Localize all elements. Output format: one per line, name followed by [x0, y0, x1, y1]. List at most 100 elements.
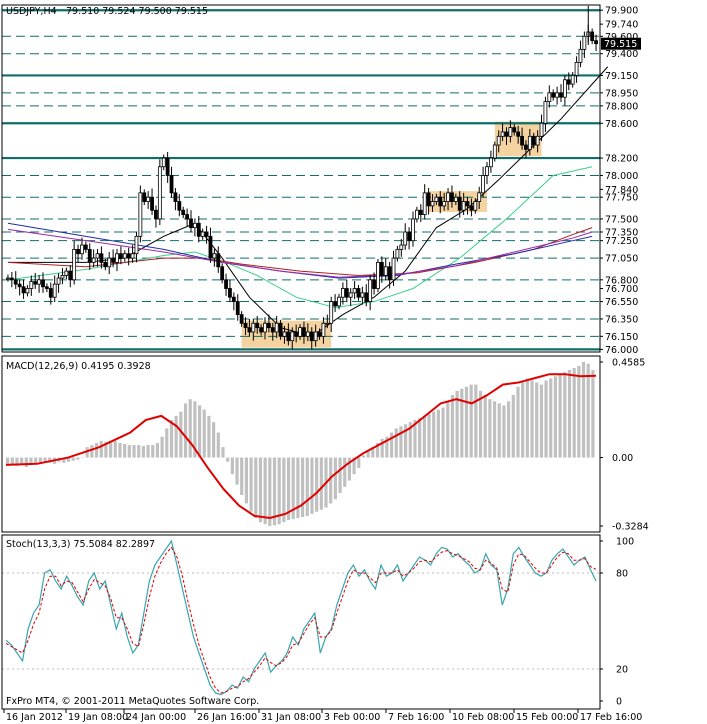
macd-histogram-bar: [174, 415, 178, 458]
candle-body: [134, 235, 139, 255]
candle-body: [582, 35, 587, 50]
candle-body: [185, 214, 190, 220]
macd-histogram-bar: [338, 457, 342, 493]
candle-body: [348, 292, 353, 298]
macd-histogram-bar: [408, 422, 412, 458]
macd-histogram-bar: [553, 376, 558, 458]
macd-histogram-bar: [94, 442, 99, 458]
pane-border: [1, 355, 601, 533]
macd-histogram-bar: [90, 445, 94, 458]
macd-histogram-bar: [558, 374, 562, 458]
x-tick-label: 19 Jan 08:00: [68, 712, 128, 723]
macd-histogram-bar: [263, 457, 267, 525]
candle-body: [169, 175, 174, 194]
macd-histogram-bar: [586, 363, 590, 458]
macd-histogram-bar: [165, 428, 169, 458]
candle-body: [83, 244, 88, 250]
macd-histogram-bar: [539, 384, 543, 458]
macd-histogram-bar: [24, 457, 28, 467]
candle-body: [566, 79, 571, 85]
candle-body: [305, 331, 310, 337]
candle-body: [25, 288, 30, 294]
candle-body: [298, 327, 302, 337]
macd-histogram-bar: [113, 440, 117, 458]
macd-histogram-bar: [371, 447, 375, 458]
candle-body: [372, 279, 376, 289]
candle-body: [426, 192, 431, 207]
macd-histogram-bar: [80, 457, 85, 459]
y-tick-label: 77.050: [605, 254, 638, 265]
candle-body: [453, 196, 458, 202]
macd-histogram-bar: [375, 442, 380, 458]
y-tick-label: -0.3284: [612, 522, 649, 533]
candle-body: [87, 248, 92, 263]
candle-body: [130, 253, 135, 259]
macd-histogram-bar: [183, 403, 188, 458]
macd-histogram-bar: [502, 405, 506, 458]
candle-body: [126, 253, 131, 259]
macd-histogram-bar: [450, 395, 455, 458]
macd-histogram-bar: [127, 445, 131, 458]
macd-histogram-bar: [132, 445, 136, 458]
x-tick-label: 15 Feb 00:00: [516, 712, 578, 723]
candle-body: [590, 31, 595, 42]
macd-histogram-bar: [104, 441, 108, 458]
slow_ma_red-line: [7, 227, 593, 276]
macd-histogram-bar: [399, 426, 403, 458]
macd-histogram-bar: [286, 457, 291, 521]
macd-histogram-bar: [221, 447, 225, 458]
current-price-marker: [601, 37, 641, 50]
candle-body: [302, 327, 306, 337]
x-tick-label: 7 Feb 16:00: [388, 712, 444, 723]
candle-body: [559, 92, 563, 98]
candle-body: [91, 257, 96, 263]
ohlc-header: 79.510 79.524 79.500 79.515: [66, 6, 208, 17]
candle-body: [395, 248, 400, 259]
candle-body: [56, 277, 61, 285]
macd-histogram-bar: [511, 395, 515, 458]
macd-histogram-bar: [361, 455, 366, 458]
candle-body: [173, 192, 178, 202]
candle-body: [313, 331, 318, 342]
candle-body: [165, 157, 170, 176]
candle-body: [555, 92, 560, 98]
macd-histogram-bar: [389, 432, 394, 458]
candle-body: [278, 322, 283, 337]
macd-histogram-bar: [141, 446, 145, 458]
candle-body: [356, 288, 361, 298]
macd-histogram-bar: [71, 457, 75, 461]
macd-histogram-bar: [516, 386, 520, 458]
macd-histogram-bar: [469, 384, 473, 458]
candle-body: [485, 166, 489, 176]
macd-histogram-bar: [572, 367, 576, 458]
y-tick-label: 77.500: [605, 214, 638, 225]
candle-body: [344, 288, 349, 298]
macd-histogram-bar: [62, 457, 66, 463]
macd-histogram-bar: [244, 457, 248, 504]
macd-histogram-bar: [66, 457, 71, 462]
candle-body: [438, 196, 443, 207]
macd-histogram-bar: [230, 457, 234, 475]
candle-body: [461, 201, 466, 211]
candle-body: [465, 201, 470, 207]
candle-body: [442, 201, 447, 207]
macd-histogram-bar: [10, 457, 14, 465]
macd-histogram-bar: [254, 457, 258, 518]
candle-body: [430, 201, 435, 207]
candle-body: [68, 270, 73, 281]
candle-body: [562, 79, 567, 98]
candle-body: [547, 92, 552, 102]
candle-body: [212, 253, 217, 259]
stoch-title: Stoch(13,3,3) 75.5084 82.2897: [6, 539, 155, 550]
macd-histogram-bar: [497, 403, 501, 458]
candle-body: [150, 196, 154, 211]
macd-histogram-bar: [530, 380, 534, 458]
macd-histogram-bar: [34, 457, 38, 463]
candle-body: [309, 331, 314, 342]
candle-body: [13, 279, 18, 285]
candle-body: [200, 231, 205, 237]
macd-histogram-bar: [310, 457, 314, 514]
